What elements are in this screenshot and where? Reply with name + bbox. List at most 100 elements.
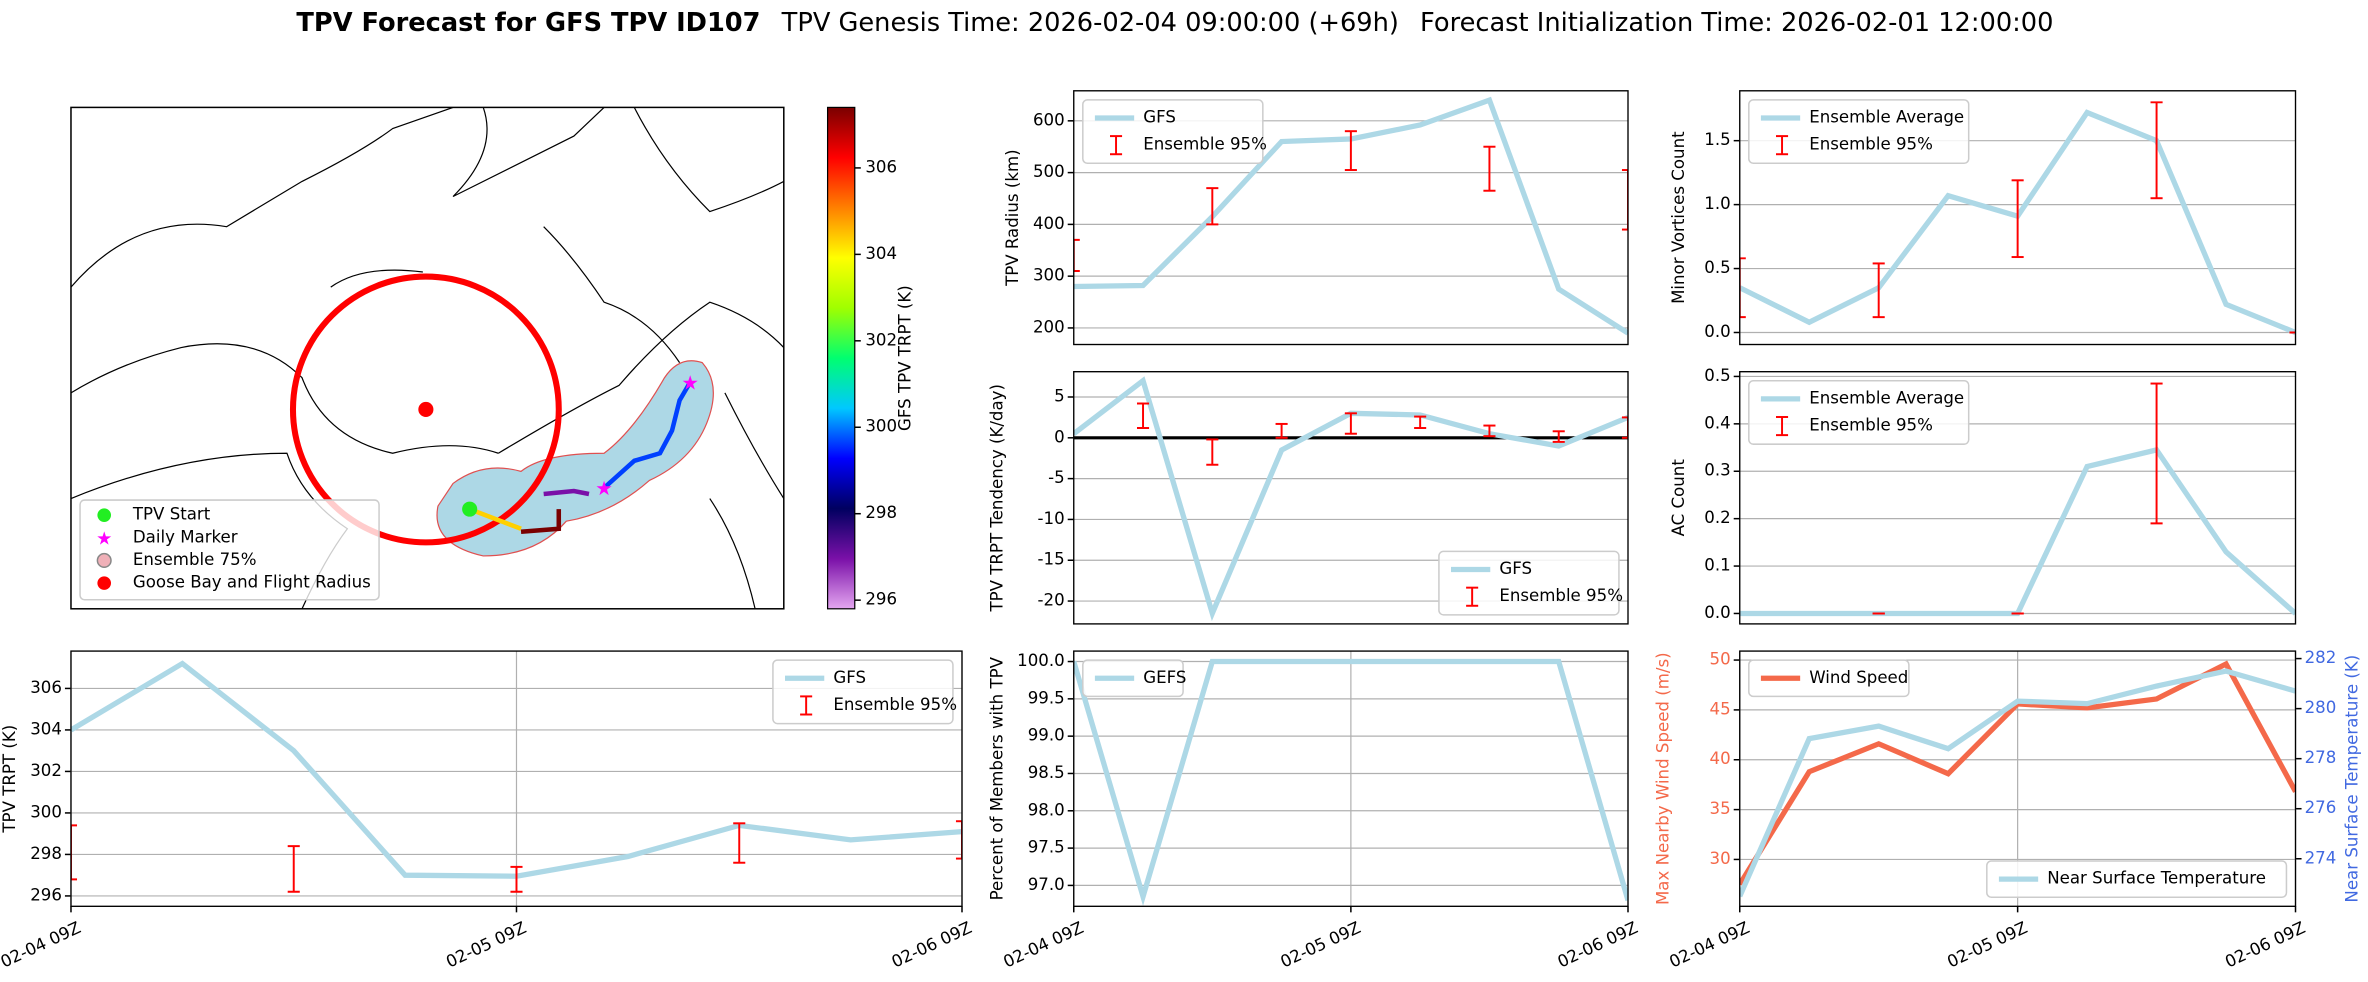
error-bar bbox=[1483, 424, 1496, 438]
legend-box bbox=[1986, 860, 2288, 898]
error-bar bbox=[1344, 130, 1357, 171]
y-tick-label: 300 bbox=[1033, 266, 1065, 285]
x-tick-label: 02-06 09Z bbox=[2222, 918, 2308, 972]
error-bar bbox=[2150, 101, 2163, 200]
y-axis-label: Percent of Members with TPV bbox=[988, 656, 1007, 900]
title-init: Forecast Initialization Time: 2026-02-01… bbox=[1420, 7, 2053, 37]
colorbar-label: GFS TPV TRPT (K) bbox=[896, 285, 915, 431]
svg-text:★: ★ bbox=[595, 477, 613, 500]
legend: GFS Ensemble 95% bbox=[1438, 550, 1623, 616]
axes: 0.0 0.5 1.0 1.5 Minor Vortices Count Ensemble… bbox=[1669, 90, 2297, 346]
y-tick-label: 1.5 bbox=[1704, 130, 1730, 149]
legend-label: Ensemble Average bbox=[1809, 107, 1964, 126]
y-tick-label: 98.5 bbox=[1028, 763, 1065, 782]
legend-label: GFS bbox=[833, 668, 866, 687]
svg-text:★: ★ bbox=[681, 371, 699, 394]
y-tick-label: 306 bbox=[30, 678, 62, 697]
axes-frame bbox=[70, 650, 963, 907]
legend-label: Wind Speed bbox=[1809, 668, 1908, 687]
y-tick-label: 0.5 bbox=[1704, 366, 1730, 385]
error-bar bbox=[1621, 169, 1628, 231]
colorbar-tick-label: 304 bbox=[865, 244, 897, 263]
axes-frame bbox=[1073, 650, 1629, 907]
y-tick-label: 200 bbox=[1033, 317, 1065, 336]
axes-frame bbox=[1073, 371, 1629, 625]
y-axis-label: TPV TRPT (K) bbox=[0, 725, 19, 834]
legend-label: GFS bbox=[1143, 107, 1176, 126]
error-bar bbox=[1206, 187, 1219, 226]
y-tick-label: 98.0 bbox=[1028, 800, 1065, 819]
series-line bbox=[1739, 668, 2296, 898]
axes: 296 298 300 302 304 306 02-04 09Z 02-05 09Z 02-0… bbox=[0, 650, 975, 972]
y-tick-label: 304 bbox=[30, 719, 62, 738]
legend-label: Ensemble 95% bbox=[833, 695, 957, 714]
y-tick-label: 400 bbox=[1033, 214, 1065, 233]
map-legend-label: Ensemble 75% bbox=[133, 550, 257, 569]
error-bar bbox=[2150, 382, 2163, 525]
error-bar bbox=[1136, 402, 1150, 429]
legend-label: Ensemble Average bbox=[1809, 388, 1964, 407]
colorbar bbox=[826, 106, 856, 610]
legend-label: Near Surface Temperature bbox=[2047, 869, 2266, 888]
y-tick-label: 600 bbox=[1033, 110, 1065, 129]
y-tick-label: -10 bbox=[1038, 509, 1065, 528]
colorbar-tick-label: 300 bbox=[865, 417, 897, 436]
axes: 97.0 97.5 98.0 98.5 99.0 99.5 100.0 02-04 09Z 02… bbox=[988, 650, 1641, 972]
colorbar-tick-label: 302 bbox=[865, 330, 897, 349]
map-legend-label: TPV Start bbox=[132, 505, 211, 524]
y-tick-label: 35 bbox=[1710, 799, 1731, 818]
y-tick-label: 50 bbox=[1710, 650, 1731, 669]
x-tick-label: 02-05 09Z bbox=[1944, 918, 2030, 972]
y2-axis-label: Near Surface Temperature (K) bbox=[2342, 655, 2361, 903]
x-tick-label: 02-04 09Z bbox=[1000, 918, 1086, 972]
legend-label: Ensemble 95% bbox=[1809, 416, 1933, 435]
legend-label: GFS bbox=[1499, 559, 1532, 578]
colorbar-tick-label: 298 bbox=[865, 503, 897, 522]
legend-label: Ensemble 95% bbox=[1809, 135, 1933, 154]
error-bar bbox=[1739, 257, 1746, 319]
y-tick-label: -15 bbox=[1038, 550, 1065, 569]
error-bar bbox=[1621, 416, 1628, 439]
title-genesis: TPV Genesis Time: 2026-02-04 09:00:00 (+… bbox=[781, 7, 1399, 37]
y-tick-label: 97.5 bbox=[1028, 838, 1065, 857]
x-tick-label: 02-05 09Z bbox=[1278, 918, 1364, 972]
legend: GFS Ensemble 95% bbox=[772, 659, 957, 725]
y-tick-label: 0.4 bbox=[1704, 413, 1730, 432]
series-line bbox=[1739, 446, 2296, 617]
figure-title: TPV Forecast for GFS TPV ID107 TPV Genesi… bbox=[296, 7, 2053, 37]
y-tick-label: 296 bbox=[30, 885, 62, 904]
map-legend-label: Daily Marker bbox=[133, 527, 238, 546]
y-tick-label: 40 bbox=[1710, 749, 1731, 768]
y-tick-label: 99.5 bbox=[1028, 688, 1065, 707]
y-tick-label: 0.1 bbox=[1704, 556, 1730, 575]
colorbar-tick-label: 306 bbox=[865, 157, 897, 176]
y2-tick-label: 282 bbox=[2305, 648, 2337, 667]
axes-frame bbox=[1073, 90, 1629, 346]
title-main: TPV Forecast for GFS TPV ID107 bbox=[296, 7, 760, 37]
y-axis-label: TPV TRPT Tendency (K/day) bbox=[988, 384, 1007, 613]
axes: 30 35 40 45 50 274 276 278 280 282 02-04 09Z 02-05 … bbox=[1654, 648, 2362, 971]
y-tick-label: 0.0 bbox=[1704, 603, 1730, 622]
map-frame bbox=[70, 106, 785, 610]
x-tick-label: 02-05 09Z bbox=[443, 918, 529, 972]
axes-frame bbox=[1739, 90, 2297, 346]
error-bar bbox=[1414, 415, 1427, 429]
y-tick-label: 30 bbox=[1710, 849, 1731, 868]
error-bar bbox=[1483, 145, 1496, 192]
y-tick-label: 0.2 bbox=[1704, 508, 1730, 527]
error-bar bbox=[1073, 238, 1080, 272]
error-bar bbox=[1872, 262, 1885, 319]
legend: GEFS bbox=[1082, 659, 1186, 698]
y2-tick-label: 276 bbox=[2305, 798, 2337, 817]
series-line bbox=[1073, 658, 1628, 906]
y-axis-label: Max Nearby Wind Speed (m/s) bbox=[1654, 652, 1673, 905]
legend-label: GEFS bbox=[1143, 668, 1186, 687]
legend: Wind Speed bbox=[1748, 659, 1910, 698]
map-legend-label: Goose Bay and Flight Radius bbox=[133, 573, 371, 592]
error-bar bbox=[70, 824, 78, 881]
y-tick-label: 0.3 bbox=[1704, 461, 1730, 480]
y-tick-label: 0.5 bbox=[1704, 258, 1730, 277]
legend-label: Ensemble 95% bbox=[1499, 586, 1623, 605]
y-axis-label: AC Count bbox=[1669, 459, 1688, 537]
